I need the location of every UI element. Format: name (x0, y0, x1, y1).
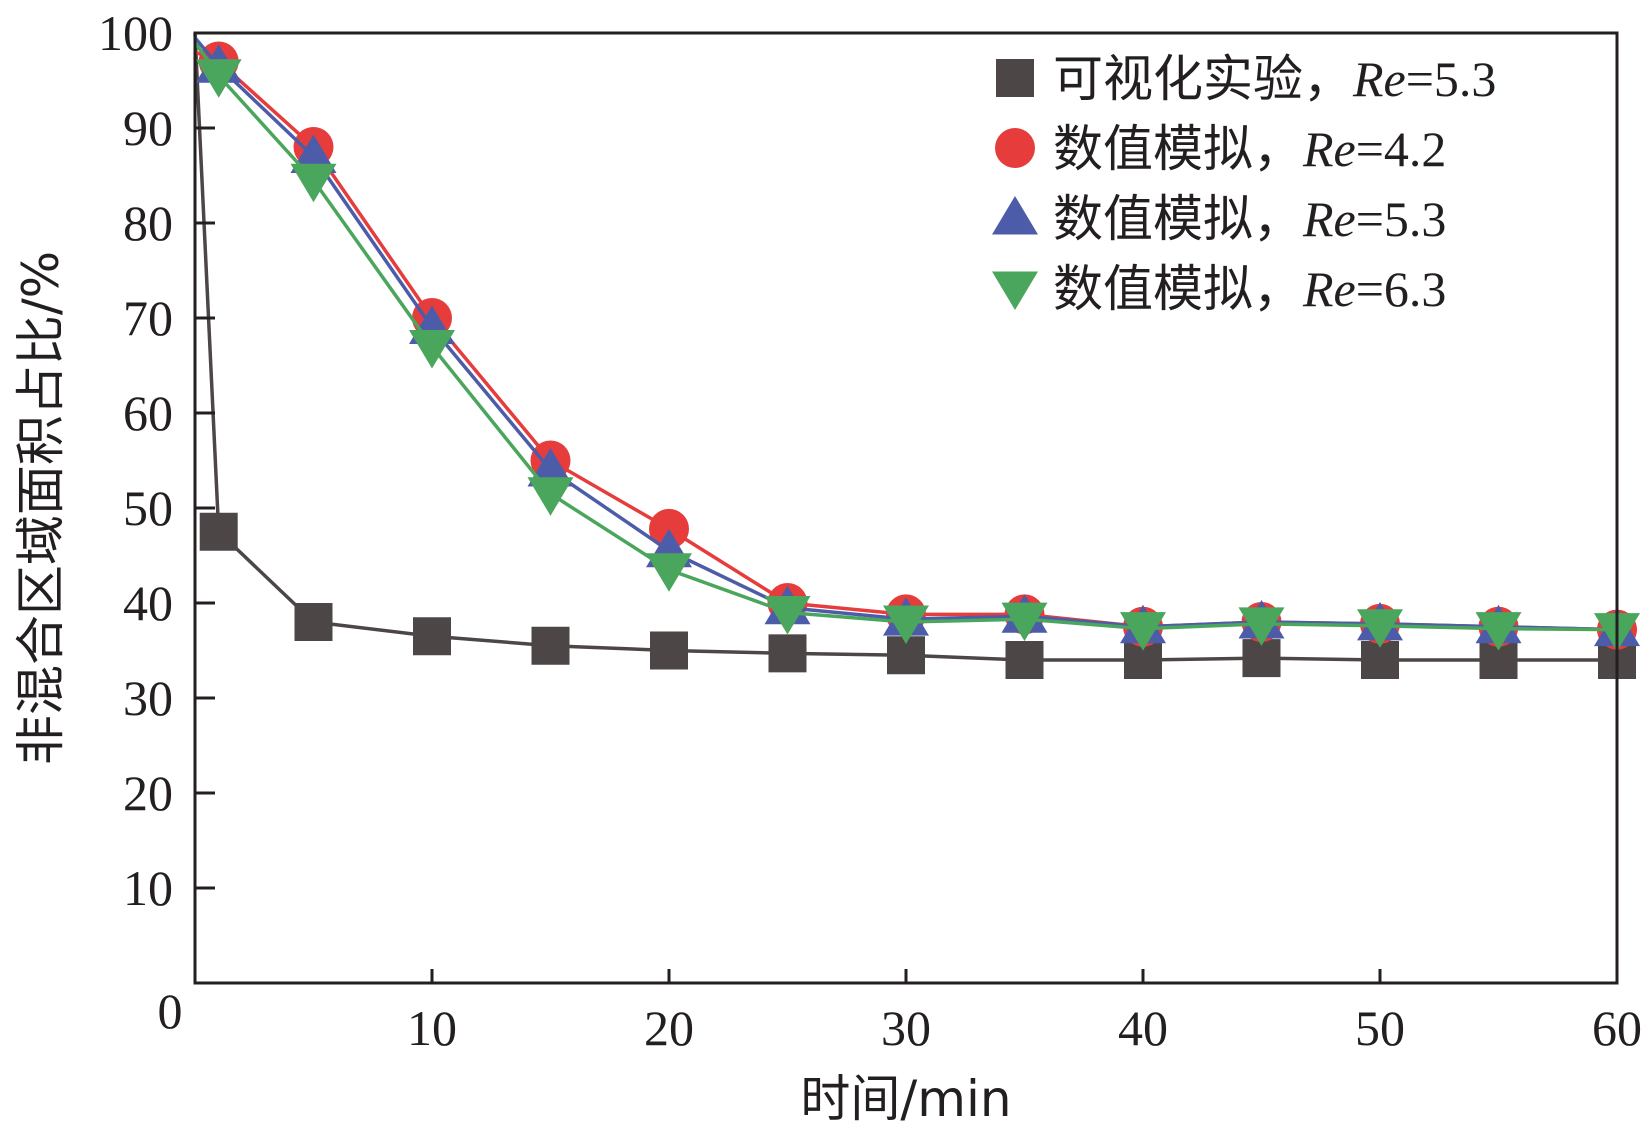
legend-marker (992, 196, 1038, 235)
series-4 (193, 41, 1640, 652)
origin-label: 0 (158, 983, 183, 1039)
x-axis-title: 时间/min (800, 1070, 1011, 1128)
data-point (1357, 609, 1403, 648)
legend-label-prefix: 数值模拟， (1053, 190, 1303, 248)
x-tick-label: 10 (407, 1000, 457, 1056)
legend-label-re: Re (1352, 51, 1406, 107)
data-point (1238, 607, 1285, 646)
legend-marker (992, 271, 1038, 310)
y-tick-label: 70 (123, 290, 173, 346)
data-point (290, 163, 337, 203)
y-tick-label: 100 (98, 5, 173, 61)
legend-label-prefix: 可视化实验， (1053, 50, 1353, 108)
legend-label: 数值模拟，Re=4.2 (1053, 120, 1446, 178)
legend-item: 数值模拟，Re=4.2 (995, 120, 1446, 178)
x-tick-label: 60 (1592, 1000, 1642, 1056)
data-point (195, 59, 242, 98)
y-tick-label: 40 (123, 575, 173, 631)
legend-label-value: =6.3 (1356, 261, 1447, 317)
x-tick-label: 30 (881, 1000, 931, 1056)
legend-item: 可视化实验，Re=5.3 (996, 50, 1496, 108)
y-tick-label: 10 (123, 860, 173, 916)
y-tick-label: 50 (123, 480, 173, 536)
y-axis-title: 非混合区域面积占比/% (12, 251, 70, 765)
data-point (294, 603, 333, 641)
legend-label-re: Re (1302, 191, 1356, 247)
legend: 可视化实验，Re=5.3数值模拟，Re=4.2数值模拟，Re=5.3数值模拟，R… (992, 50, 1496, 318)
data-point (1005, 641, 1044, 679)
x-tick-label: 50 (1355, 1000, 1405, 1056)
data-point (413, 617, 451, 656)
data-point (768, 634, 807, 673)
legend-marker (996, 59, 1034, 97)
data-point (1001, 602, 1048, 642)
data-point (199, 512, 238, 551)
y-tick-label: 60 (123, 385, 173, 441)
tick-layer: 10 20 30 40 50 60 10 20 30 40 50 60 70 80 90 100 (98, 5, 1642, 1056)
legend-label-prefix: 数值模拟， (1053, 120, 1303, 178)
data-point (290, 134, 337, 173)
data-point (531, 626, 570, 665)
x-tick-label: 40 (1118, 1000, 1168, 1056)
legend-label: 数值模拟，Re=6.3 (1053, 260, 1446, 318)
legend-label: 数值模拟，Re=5.3 (1053, 190, 1446, 248)
series-line (193, 41, 1618, 632)
data-point (764, 596, 811, 635)
data-point (883, 605, 929, 644)
data-point (527, 477, 574, 516)
legend-marker (995, 128, 1035, 168)
legend-label-value: =4.2 (1356, 121, 1447, 177)
legend-item: 数值模拟，Re=5.3 (992, 190, 1446, 248)
y-tick-label: 90 (123, 100, 173, 156)
data-point (1120, 612, 1166, 651)
plot-frame (193, 31, 1619, 985)
legend-item: 数值模拟，Re=6.3 (992, 260, 1446, 318)
y-tick-label: 80 (123, 195, 173, 251)
data-point (650, 631, 688, 670)
series-line (193, 32, 1617, 662)
legend-label-re: Re (1302, 121, 1356, 177)
series-line (193, 36, 1618, 632)
legend-label-value: =5.3 (1406, 51, 1497, 107)
y-tick-label: 30 (123, 670, 173, 726)
y-tick-label: 20 (123, 765, 173, 821)
x-tick-label: 20 (644, 1000, 694, 1056)
legend-label-prefix: 数值模拟， (1053, 260, 1303, 318)
data-point (409, 330, 455, 369)
legend-label: 可视化实验，Re=5.3 (1053, 50, 1496, 108)
data-point (1475, 612, 1522, 651)
legend-label-re: Re (1302, 261, 1356, 317)
data-point (646, 553, 692, 592)
legend-label-value: =5.3 (1356, 191, 1447, 247)
